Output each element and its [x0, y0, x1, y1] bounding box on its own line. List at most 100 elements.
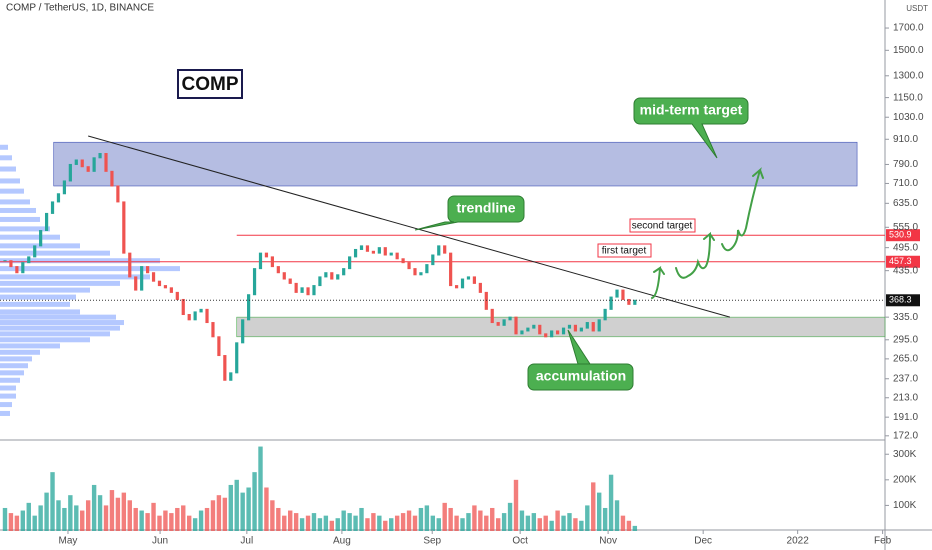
candle — [318, 276, 322, 287]
volume-bar — [371, 513, 376, 531]
y-tick-label: 635.0 — [893, 198, 918, 209]
candle — [544, 333, 548, 338]
profile-bar — [0, 287, 90, 293]
candle — [520, 330, 524, 335]
candle — [508, 316, 512, 321]
volume-bar — [299, 518, 305, 531]
volume-bar — [478, 510, 483, 531]
volume-bar — [305, 515, 311, 531]
volume-bar — [97, 495, 103, 531]
candle — [235, 342, 239, 374]
candle — [104, 153, 108, 172]
volume-bar — [151, 502, 156, 531]
volume-bar — [525, 515, 531, 531]
volume-bar — [389, 518, 394, 531]
volume-bar — [519, 510, 525, 531]
volume-bar — [228, 484, 233, 531]
candle — [514, 316, 518, 335]
accumulation-zone — [236, 316, 886, 338]
x-tick-label: Jul — [240, 536, 253, 547]
price-tag-label: 530.9 — [889, 230, 912, 240]
volume-bar — [543, 515, 548, 531]
price-tag — [886, 294, 920, 307]
volume-bar — [620, 515, 626, 531]
candle — [330, 272, 334, 280]
candle — [205, 308, 209, 324]
volume-bar — [495, 518, 501, 531]
level-label: second target — [632, 221, 693, 232]
volume-bar — [341, 510, 346, 531]
candle — [229, 372, 233, 381]
candle — [151, 272, 156, 282]
candle — [449, 252, 453, 287]
candle — [526, 327, 530, 332]
candle — [116, 185, 120, 203]
y-tick-label: 1700.0 — [893, 23, 924, 34]
volume-bar — [406, 510, 412, 531]
candle — [561, 327, 566, 335]
candle — [282, 272, 286, 280]
volume-bar — [103, 505, 109, 531]
volume-bar — [632, 525, 638, 531]
candle — [371, 250, 375, 254]
volume-bar — [133, 507, 138, 531]
candle — [86, 166, 90, 172]
candle — [342, 268, 346, 276]
volume-bar — [210, 500, 216, 531]
volume-bar — [460, 518, 465, 531]
volume-bar — [264, 487, 269, 531]
profile-bar — [0, 234, 60, 240]
v-tick-label: 100K — [893, 500, 917, 511]
candle — [377, 247, 381, 254]
volume-bar — [56, 500, 61, 531]
volume-bar — [222, 497, 228, 531]
volume-bar — [240, 492, 245, 531]
profile-bar — [0, 274, 150, 280]
profile-bar — [0, 294, 76, 300]
candle — [128, 252, 132, 278]
profile-bar — [0, 280, 120, 286]
profile-bar — [0, 363, 28, 369]
profile-bar — [0, 349, 40, 355]
volume-bar — [531, 513, 537, 531]
candle — [264, 252, 269, 258]
x-tick-label: Jun — [152, 536, 168, 547]
candle — [389, 252, 393, 256]
y-tick-label: 435.0 — [893, 265, 918, 276]
candle — [336, 274, 340, 280]
volume-bar — [383, 520, 388, 531]
profile-bar — [0, 144, 8, 150]
candle — [98, 153, 102, 159]
volume-bar — [115, 497, 121, 531]
volume-bar — [62, 507, 67, 531]
volume-bar — [288, 510, 293, 531]
currency: USDT — [906, 4, 928, 13]
candle — [365, 245, 370, 252]
v-tick-label: 300K — [893, 449, 917, 460]
candle — [306, 287, 310, 296]
candle — [252, 268, 257, 296]
volume-bar — [311, 513, 317, 531]
candle — [395, 252, 399, 260]
volume-bar — [204, 507, 210, 531]
candle — [353, 248, 358, 258]
candle — [550, 330, 554, 338]
candle — [573, 324, 578, 332]
volume-bar — [169, 513, 174, 531]
candle — [39, 230, 43, 247]
volume-bar — [448, 507, 453, 531]
volume-bar — [614, 500, 620, 531]
y-tick-label: 335.0 — [893, 312, 918, 323]
y-tick-label: 1300.0 — [893, 70, 924, 81]
y-tick-label: 295.0 — [893, 334, 918, 345]
callout-text: accumulation — [536, 368, 626, 384]
volume-bar — [412, 515, 418, 531]
volume-bar — [252, 472, 257, 531]
candle — [627, 298, 631, 305]
volume-bar — [573, 518, 578, 531]
x-tick-label: Sep — [423, 536, 441, 547]
profile-bar — [0, 309, 80, 315]
volume-bar — [8, 513, 14, 531]
volume-bar — [454, 515, 459, 531]
